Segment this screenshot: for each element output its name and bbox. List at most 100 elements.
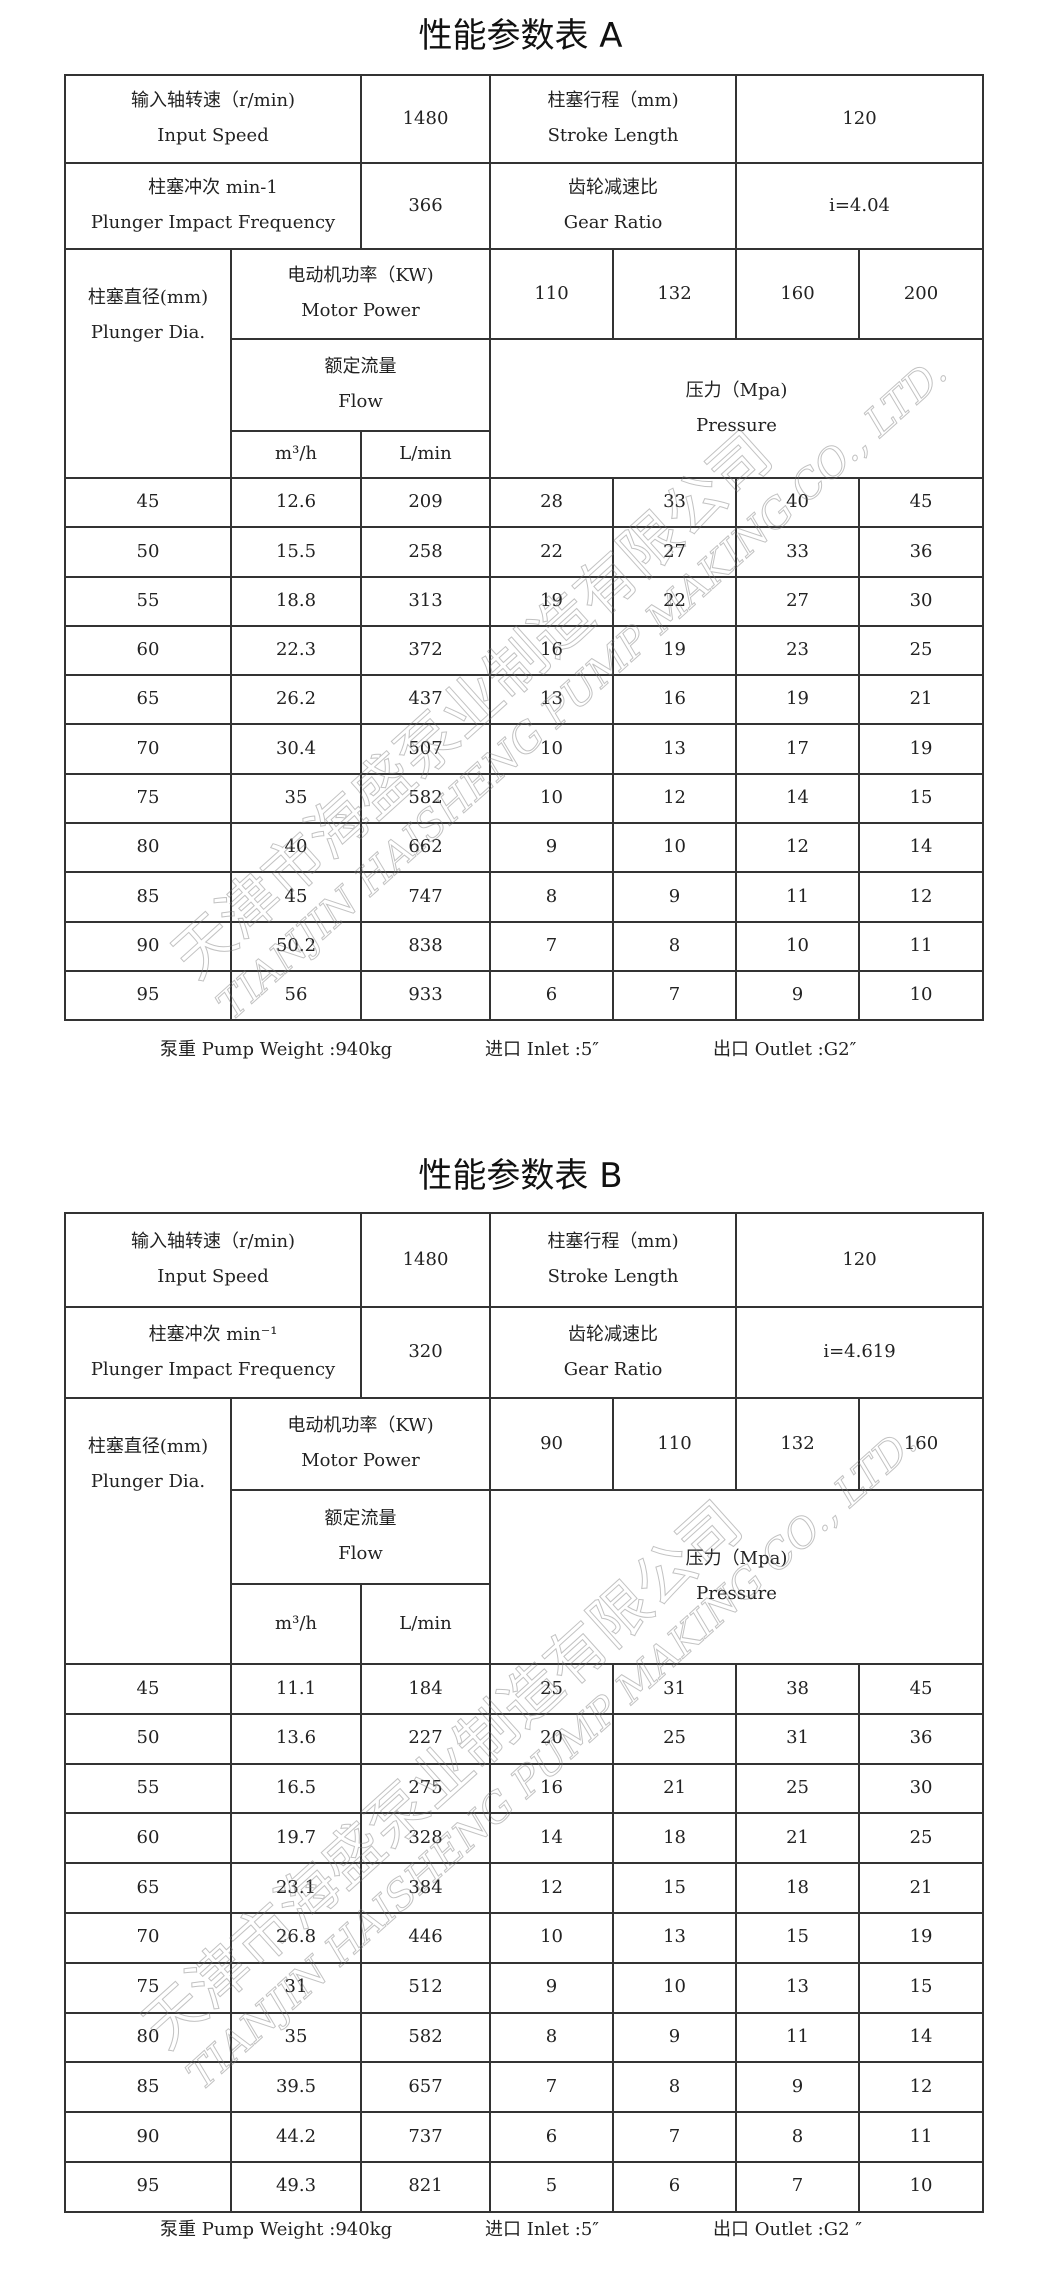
- table-cell: 13: [489, 674, 615, 726]
- table-cell: 737: [360, 2111, 492, 2163]
- table-cell: 8: [612, 920, 738, 972]
- table-cell: 25: [612, 1712, 738, 1765]
- table-cell: 30: [858, 575, 985, 627]
- table-cell: 15: [858, 772, 985, 825]
- motor-power-label-en: Motor Power: [301, 300, 420, 321]
- input-speed-label-zh: 输入轴转速（r/min): [130, 90, 296, 112]
- table-row: 60 22.3 372 16 19 23 25: [64, 624, 985, 677]
- header-row: 输入轴转速（r/min) Input Speed 1480 柱塞行程（mm) Str…: [63, 1212, 985, 1308]
- table-cell: 10: [858, 2160, 985, 2213]
- table-cell: 15: [612, 1862, 738, 1914]
- table-row: 55 18.8 313 19 22 27 30: [64, 575, 985, 627]
- table-cell: 21: [735, 1812, 861, 1865]
- table-cell: 10: [735, 920, 861, 972]
- stroke-length-label-en: Stroke Length: [547, 1266, 679, 1287]
- table-cell: 17: [735, 723, 861, 775]
- table-cell: 33: [735, 526, 861, 578]
- table-cell: 11: [735, 871, 861, 923]
- table-cell: 60: [64, 624, 232, 677]
- table-cell: 65: [64, 674, 232, 726]
- table-cell: 13: [612, 1911, 738, 1964]
- table-cell: 50: [64, 526, 232, 578]
- table-cell: 14: [489, 1812, 615, 1865]
- table-cell: 45: [229, 871, 363, 923]
- motor-power-label: 电动机功率（KW) Motor Power: [229, 1397, 492, 1491]
- table-cell: 507: [360, 723, 492, 775]
- table-cell: 16: [489, 624, 615, 677]
- table-cell: 25: [735, 1762, 861, 1815]
- input-speed-label-en: Input Speed: [157, 1266, 269, 1287]
- table-cell: 19: [858, 1911, 985, 1964]
- table-cell: 662: [360, 822, 492, 874]
- table-cell: 45: [858, 476, 985, 529]
- table-cell: 10: [489, 772, 615, 825]
- table-cell: 13: [612, 723, 738, 775]
- gear-ratio-value: i=4.619: [735, 1306, 985, 1399]
- table-cell: 45: [858, 1663, 985, 1715]
- table-cell: 23.1: [229, 1862, 363, 1914]
- inlet-size: 进口 Inlet :5″: [485, 2219, 600, 2240]
- stroke-length-label: 柱塞行程（mm) Stroke Length: [489, 1212, 738, 1308]
- table-row: 80 40 662 9 10 12 14: [64, 822, 985, 874]
- table-cell: 31: [612, 1663, 738, 1715]
- table-cell: 35: [229, 2011, 363, 2064]
- table-cell: 39.5: [229, 2061, 363, 2114]
- table-cell: 12: [858, 871, 985, 923]
- table-cell: 11.1: [229, 1663, 363, 1715]
- table-cell: 258: [360, 526, 492, 578]
- table-cell: 60: [64, 1812, 232, 1865]
- table-cell: 313: [360, 575, 492, 627]
- gear-ratio-label-zh: 齿轮减速比: [568, 1323, 659, 1345]
- table-row: 55 16.5 275 16 21 25 30: [64, 1762, 985, 1815]
- table-cell: 209: [360, 476, 492, 529]
- table-row: 50 13.6 227 20 25 31 36: [64, 1712, 985, 1765]
- gear-ratio-value: i=4.04: [735, 162, 985, 250]
- impact-frequency-label: 柱塞冲次 min⁻¹ Plunger Impact Frequency: [63, 1306, 363, 1399]
- table-cell: 23: [735, 624, 861, 677]
- table-row: 80 35 582 8 9 11 14: [64, 2011, 985, 2064]
- table-cell: 9: [489, 1961, 615, 2014]
- motor-power-value: 90: [489, 1397, 615, 1491]
- stroke-length-label-zh: 柱塞行程（mm): [547, 1231, 679, 1253]
- table-cell: 95: [64, 969, 232, 1022]
- table-cell: 19: [612, 624, 738, 677]
- impact-frequency-value: 366: [360, 162, 492, 250]
- table-cell: 45: [64, 1663, 232, 1715]
- table-cell: 16: [489, 1762, 615, 1815]
- table-cell: 19: [858, 723, 985, 775]
- table-cell: 50.2: [229, 920, 363, 972]
- table-cell: 36: [858, 526, 985, 578]
- table-cell: 227: [360, 1712, 492, 1765]
- stroke-length-value: 120: [735, 1212, 985, 1308]
- table-cell: 19: [489, 575, 615, 627]
- table-cell: 19.7: [229, 1812, 363, 1865]
- motor-power-label: 电动机功率（KW) Motor Power: [229, 248, 492, 340]
- outlet-size: 出口 Outlet :G2″: [713, 1039, 857, 1060]
- header-row: m³/h L/min: [65, 430, 983, 479]
- table-row: 75 31 512 9 10 13 15: [64, 1961, 985, 2014]
- table-cell: 12: [858, 2061, 985, 2114]
- plunger-dia-label-en: Plunger Dia.: [90, 321, 206, 343]
- pressure-label-en: Pressure: [696, 414, 777, 436]
- motor-power-value: 200: [858, 248, 985, 340]
- flow-label: 额定流量 Flow: [229, 1489, 492, 1585]
- table-cell: 5: [489, 2160, 615, 2213]
- table-cell: 18.8: [229, 575, 363, 627]
- table-row: 65 23.1 384 12 15 18 21: [64, 1862, 985, 1914]
- table-cell: 18: [735, 1862, 861, 1914]
- table-row: 85 45 747 8 9 11 12: [64, 871, 985, 923]
- flow-label: 额定流量 Flow: [229, 338, 492, 432]
- flow-unit-lmin: L/min: [360, 430, 492, 479]
- table-cell: 582: [360, 772, 492, 825]
- stroke-length-value: 120: [735, 74, 985, 164]
- table-row: 65 26.2 437 13 16 19 21: [64, 674, 985, 726]
- table-cell: 9: [735, 2061, 861, 2114]
- table-cell: 27: [735, 575, 861, 627]
- flow-unit-m3h: m³/h: [229, 430, 363, 479]
- impact-frequency-label-zh: 柱塞冲次 min-1: [148, 177, 278, 199]
- table-cell: 30.4: [229, 723, 363, 775]
- motor-power-value: 132: [612, 248, 738, 340]
- motor-power-value: 160: [858, 1397, 985, 1491]
- plunger-dia-label: 柱塞直径(mm) Plunger Dia.: [64, 248, 232, 479]
- table-row: 45 11.1 184 25 31 38 45: [64, 1663, 985, 1715]
